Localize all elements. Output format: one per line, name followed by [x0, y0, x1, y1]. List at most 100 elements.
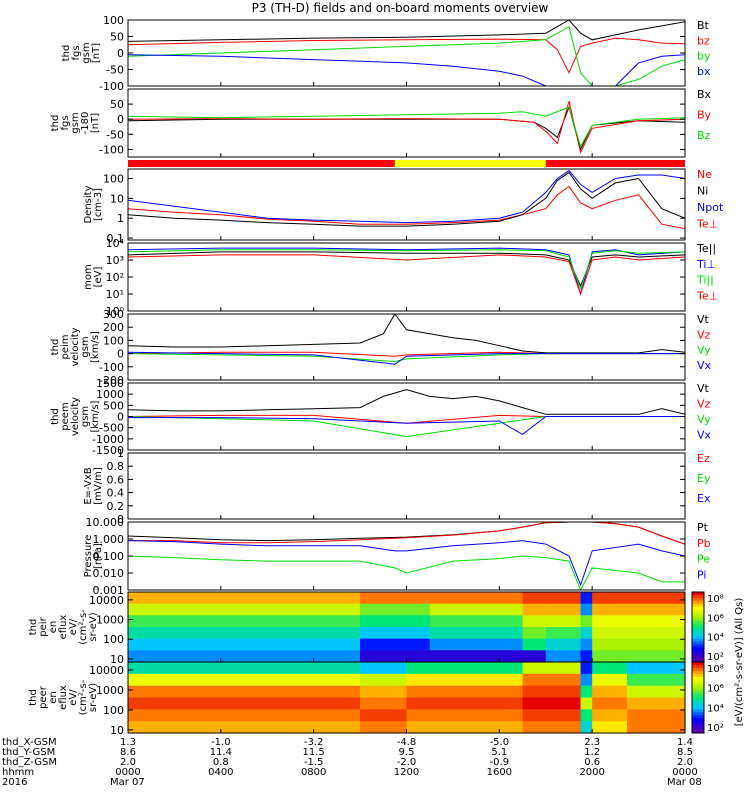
series-line-pressure-Pb — [128, 522, 685, 545]
spectrogram-cell-3-2 — [522, 685, 582, 698]
colorbar-cell-0-23 — [692, 659, 704, 663]
legend-peem-velocity-Vy: Vy — [697, 413, 711, 426]
ylabel-fgs-gsm-2: gsm — [81, 42, 92, 63]
ylabel-peim-velocity-3: gsm — [80, 336, 91, 357]
colorbar-tick-1-3: 10² — [707, 723, 724, 734]
ylabel-fgs-gsm-0: thd — [61, 45, 72, 62]
legend-pressure-Pb: Pb — [697, 537, 711, 550]
ylabel-temperature-1: [eV] — [93, 267, 104, 288]
series-line-pressure-Pi — [128, 540, 685, 587]
spectrogram-cell-3-5 — [522, 721, 582, 733]
colorbar-frame-1 — [691, 661, 705, 734]
legend-pressure-Pt: Pt — [697, 521, 709, 534]
ylabel-peir-en-eflux-1: peir — [38, 616, 49, 636]
legend-fgs-gsm-Bt: Bt — [697, 19, 710, 32]
ylabel-peem-velocity-0: thd — [50, 408, 61, 425]
xaxis-row-label-2: thd_Z-GSM — [2, 757, 57, 768]
colorbar-tick-0-1: 10⁶ — [707, 613, 724, 624]
panel-density: 0.1 1 10 100 Density [cm-3] Ne Ni Npot Te⊥ — [83, 168, 724, 245]
ylabel-peer-en-eflux-5: (cm²-s- — [78, 679, 89, 715]
spectrogram-cell-0-1 — [128, 603, 361, 616]
colorbar-cell-0-12 — [692, 627, 704, 631]
spectrogram-cell-1-3 — [360, 697, 407, 710]
xaxis-value-0-5: 2.3 — [584, 737, 600, 748]
spectrogram-cell-5-0 — [592, 662, 628, 675]
legend-peim-velocity-Vy: Vy — [697, 344, 711, 357]
spectrogram-cell-5-2 — [580, 615, 593, 628]
colorbar-cell-0-9 — [692, 618, 704, 622]
series-line-fgs-gsm-180-Bz — [128, 106, 685, 148]
xaxis-value-3-3: 1200 — [394, 767, 419, 778]
series-line-fgs-gsm-Bt — [128, 20, 685, 42]
xaxis-row-label-4: 2016 — [2, 777, 27, 788]
colorbar-cell-1-10 — [692, 691, 704, 696]
spectrogram-cell-6-4 — [592, 638, 685, 651]
colorbar-cell-1-13 — [692, 700, 704, 704]
spectrogram-cell-4-3 — [580, 697, 593, 710]
colorbar-cell-1-12 — [692, 697, 704, 701]
legend-density-Ne: Ne — [697, 168, 712, 181]
ytick-label-peir-en-eflux-3: 10000 — [89, 594, 124, 607]
spectrogram-cell-5-3 — [592, 697, 628, 710]
xaxis-row-label-0: thd_X-GSM — [2, 737, 57, 748]
xaxis-value-1-6: 8.5 — [677, 747, 693, 758]
ylabel-peem-velocity-3: gsm — [80, 406, 91, 427]
colorbar-cell-1-9 — [692, 688, 704, 693]
spectrogram-peer-en-eflux — [128, 662, 685, 733]
colorbar-cell-1-5 — [692, 676, 704, 681]
ytick-label-peem-velocity-5: 1000 — [96, 388, 124, 401]
legend-peim-velocity-Vx: Vx — [697, 359, 712, 372]
colorbar-cell-1-17 — [692, 712, 704, 716]
spectrogram-cell-1-5 — [360, 721, 407, 733]
ylabel-peem-velocity-2: velocity — [70, 397, 81, 436]
spectrogram-cell-4-5 — [545, 650, 582, 662]
ytick-label-fgs-gsm-0: -100 — [99, 80, 124, 93]
spectrogram-cell-1-0 — [360, 662, 407, 675]
spectrogram-cell-3-0 — [522, 662, 582, 675]
spectrogram-cell-1-3 — [360, 627, 431, 640]
spectrogram-cell-6-0 — [626, 662, 685, 675]
legend-efield-Ex: Ex — [697, 492, 711, 505]
legend-fgs-gsm-180-By: By — [697, 109, 712, 122]
panel-fgs-gsm: -100 -50 0 50 100 thd fgs gsm [nT] Bt bz by bx — [61, 14, 711, 93]
ytick-label-peim-velocity-3: 100 — [103, 334, 124, 347]
ytick-label-pressure-4: 10.000 — [86, 516, 125, 529]
spectrogram-cell-1-1 — [360, 673, 407, 687]
ytick-label-peir-en-eflux-0: 10 — [110, 653, 124, 666]
series-line-pressure-Pe — [128, 555, 685, 590]
ylabel-peir-en-eflux-3: eflux — [58, 615, 69, 640]
xaxis-value-0-6: 1.4 — [677, 737, 693, 748]
spectrogram-cell-5-5 — [580, 650, 593, 662]
ytick-label-efield-1: 0.2 — [107, 500, 125, 513]
mode-bar-segment-1 — [394, 160, 546, 167]
spectrogram-cell-3-1 — [522, 603, 547, 616]
ytick-label-peim-velocity-1: -100 — [99, 361, 124, 374]
panel-pressure: 0.001 0.010 0.100 1.000 10.000 Pressure [nPa] P… — [83, 516, 711, 597]
legend-peem-velocity-Vx: Vx — [697, 429, 712, 442]
panel-frame-fgs-gsm-180 — [127, 88, 686, 158]
xaxis-value-2-5: 0.6 — [584, 757, 600, 768]
spectrogram-cell-4-0 — [580, 662, 593, 675]
spectrogram-cell-5-3 — [580, 627, 593, 640]
colorbar-cell-0-7 — [692, 612, 704, 616]
spectrogram-cell-5-4 — [592, 709, 628, 722]
spectrogram-cell-1-1 — [360, 603, 431, 616]
legend-fgs-gsm-180-Bz: Bz — [697, 129, 711, 142]
ylabel-pressure-1: [nPa] — [93, 543, 104, 569]
ylabel-peir-en-eflux-6: sr-eV) — [88, 612, 99, 641]
spectrogram-cell-6-1 — [592, 603, 685, 616]
xaxis-value-1-4: 5.1 — [491, 747, 507, 758]
legend-temperature-Ti||: Ti|| — [696, 274, 714, 287]
spectrogram-cell-3-3 — [522, 697, 582, 710]
colorbar-cell-0-18 — [692, 644, 704, 648]
xaxis-value-2-3: -2.0 — [397, 757, 417, 768]
colorbar-cell-0-22 — [692, 656, 704, 660]
colorbar-tick-0-0: 10⁸ — [707, 594, 724, 605]
ylabel-peim-velocity-1: peim — [60, 334, 71, 359]
spectrogram-cell-6-1 — [626, 673, 685, 687]
spectrogram-cell-3-2 — [522, 615, 547, 628]
series-line-peim-velocity-Vx — [128, 351, 685, 365]
spectrogram-cell-6-2 — [592, 615, 685, 628]
ytick-label-peem-velocity-0: -1500 — [92, 444, 124, 457]
spectrogram-cell-0-0 — [128, 662, 361, 675]
